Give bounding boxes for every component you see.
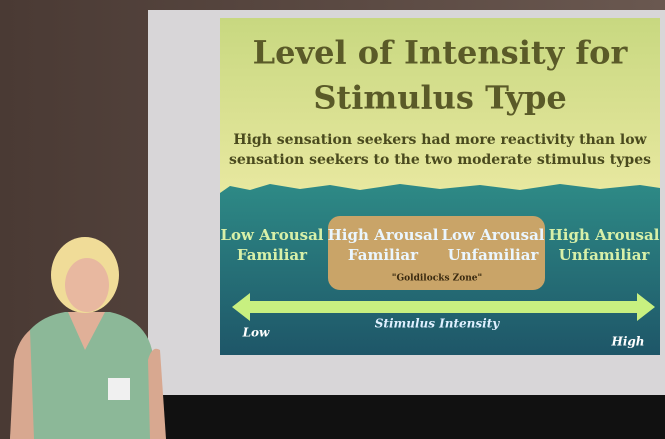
category-label: Low Arousal	[220, 226, 323, 244]
title: Stimulus Type	[313, 79, 566, 117]
low-label: Low	[242, 326, 270, 340]
subtitle: High sensation seekers had more reactivi…	[233, 132, 647, 148]
stage-curtain	[150, 395, 665, 439]
category-label: High Arousal	[328, 226, 439, 244]
zone-label: "Goldilocks Zone"	[392, 274, 482, 284]
axis-label: Stimulus Intensity	[375, 317, 501, 331]
title: Level of Intensity for	[253, 34, 629, 72]
category-label: Familiar	[237, 246, 308, 264]
subtitle: sensation seekers to the two moderate st…	[229, 152, 651, 168]
face	[65, 258, 109, 312]
category-label: Unfamiliar	[559, 246, 651, 264]
category-label: Low Arousal	[441, 226, 544, 244]
badge	[108, 378, 130, 400]
category-label: Familiar	[348, 246, 419, 264]
category-label: High Arousal	[549, 226, 660, 244]
high-label: High	[610, 335, 644, 349]
category-label: Unfamiliar	[448, 246, 540, 264]
photo: Level of Intensity for Stimulus Type Hig…	[0, 0, 665, 439]
